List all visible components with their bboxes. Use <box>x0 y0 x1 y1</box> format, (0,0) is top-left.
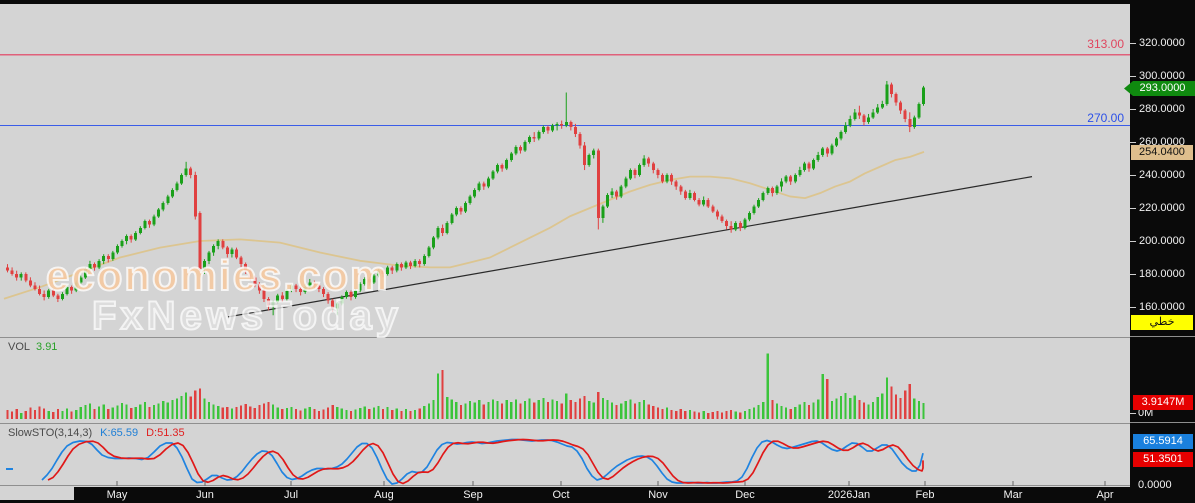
month-label-jul: Jul <box>283 489 299 501</box>
price-tick-dash <box>1130 76 1136 77</box>
price-tick-label: 220.0000 <box>1139 202 1185 214</box>
price-tick-dash <box>1130 43 1136 44</box>
month-label-feb: Feb <box>915 489 935 501</box>
time-axis[interactable] <box>74 487 1195 503</box>
stochastic-name: SlowSTO(3,14,3) <box>8 427 93 439</box>
axis-corner-strip <box>0 500 74 503</box>
stochastic-d-value: D:51.35 <box>146 427 185 439</box>
last-price-badge: 293.0000 <box>1124 81 1195 96</box>
volume-label: VOL <box>8 341 31 353</box>
month-label-dec: Dec <box>735 489 755 501</box>
volume-value: 3.91 <box>36 341 58 353</box>
month-label-oct: Oct <box>552 489 570 501</box>
volume-value-badge: 3.9147M <box>1133 395 1193 410</box>
stochastic-k-badge: 65.5914 <box>1133 434 1193 449</box>
price-tick-label: 280.0000 <box>1139 103 1185 115</box>
axis-corner <box>0 487 74 500</box>
price-tick-label: 160.0000 <box>1139 301 1185 313</box>
support-price-label: 270.00 <box>1087 111 1124 125</box>
axis-separator <box>1130 421 1195 423</box>
chart-svg[interactable] <box>0 0 1130 503</box>
volume-indicator-label: VOL 3.91 <box>8 341 57 353</box>
moving-average-badge: 254.0400 <box>1131 145 1193 160</box>
month-label-aug: Aug <box>374 489 394 501</box>
stochastic-k-value: K:65.59 <box>100 427 139 439</box>
price-tick-label: 180.0000 <box>1139 268 1185 280</box>
price-tick-label: 200.0000 <box>1139 235 1185 247</box>
price-tick-dash <box>1130 175 1136 176</box>
price-tick-dash <box>1130 241 1136 242</box>
volume-zero-label: 0M <box>1138 407 1154 419</box>
chart-canvas[interactable]: economies.com FxNewsToday 313.00 270.00 … <box>0 0 1130 503</box>
scale-type-badge[interactable]: خطي <box>1131 315 1193 330</box>
month-label-2026jan: 2026Jan <box>827 489 871 501</box>
price-tick-label: 240.0000 <box>1139 169 1185 181</box>
month-label-mar: Mar <box>1003 489 1023 501</box>
price-tick-dash <box>1130 274 1136 275</box>
price-tick-label: 300.0000 <box>1139 70 1185 82</box>
price-tick-dash <box>1130 109 1136 110</box>
month-label-nov: Nov <box>648 489 668 501</box>
month-label-sep: Sep <box>463 489 483 501</box>
resistance-price-label: 313.00 <box>1087 37 1124 51</box>
month-label-apr: Apr <box>1096 489 1114 501</box>
stochastic-d-badge: 51.3501 <box>1133 452 1193 467</box>
month-label-jun: Jun <box>196 489 214 501</box>
price-axis[interactable]: 0M 0.0000 320.0000 300.0000 280.0000 260.00… <box>1130 0 1195 503</box>
price-tick-dash <box>1130 307 1136 308</box>
price-tick-dash <box>1130 208 1136 209</box>
price-tick-label: 320.0000 <box>1139 37 1185 49</box>
axis-separator <box>1130 335 1195 337</box>
price-tick-dash <box>1130 142 1136 143</box>
stochastic-zero-label: 0.0000 <box>1138 479 1172 491</box>
volume-zero-tick <box>1130 413 1136 414</box>
stochastic-indicator-label: SlowSTO(3,14,3) K:65.59 D:51.35 <box>8 427 185 439</box>
top-strip <box>0 0 1195 4</box>
month-label-may: May <box>106 489 128 501</box>
